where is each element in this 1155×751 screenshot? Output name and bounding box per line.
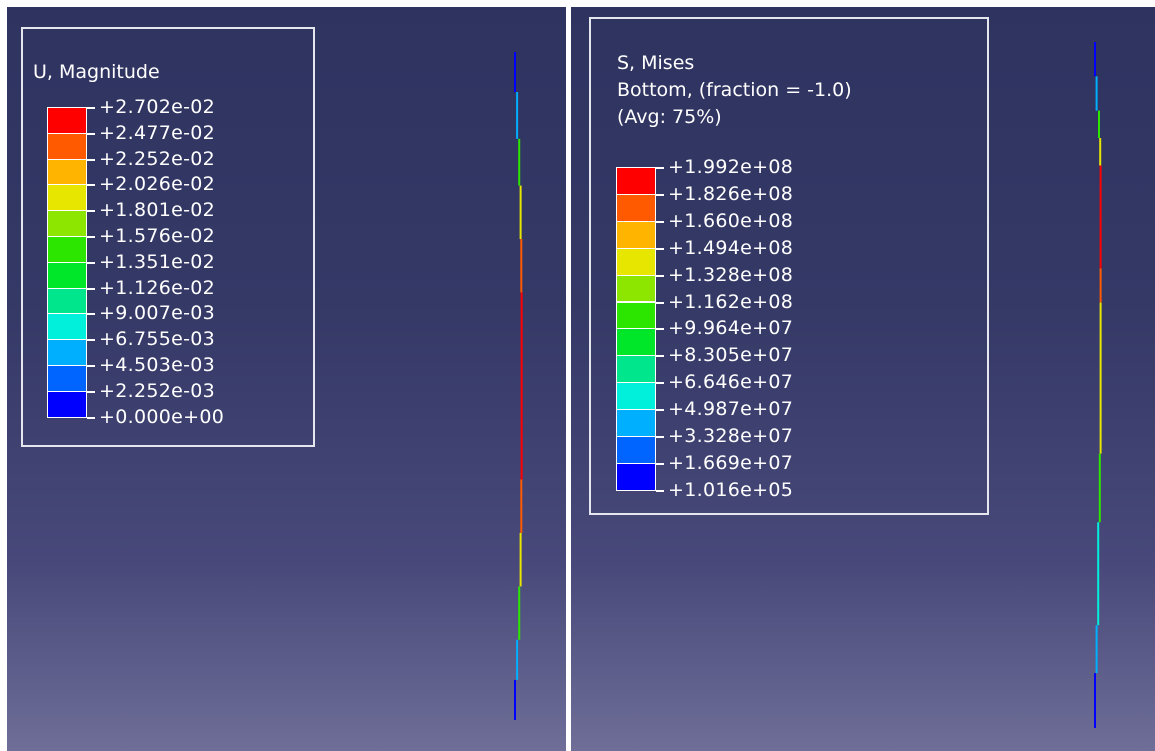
legend-tick-label: +8.305e+07	[668, 344, 794, 367]
legend-tick	[656, 274, 664, 277]
legend-tick	[87, 107, 95, 109]
deformed-beam	[1094, 42, 1102, 728]
legend-tick	[87, 236, 95, 238]
legend-tick	[656, 382, 664, 385]
legend-title: U, Magnitude	[33, 59, 160, 86]
viewport-left[interactable]: U, Magnitude +2.702e-02 +2.477e-02 +2.252e…	[7, 7, 566, 751]
legend-swatch	[47, 132, 87, 160]
legend-tick	[87, 313, 95, 316]
legend-tick-label: +2.477e-02	[99, 121, 216, 144]
legend-tick-label: +0.000e+00	[99, 405, 225, 428]
legend-tick-label: +2.252e-02	[99, 147, 216, 170]
legend-tick-label: +1.328e+08	[668, 263, 794, 286]
viewport-right[interactable]: S, Mises Bottom, (fraction = -1.0) (Avg:…	[571, 7, 1155, 751]
legend-tick-label: +1.801e-02	[99, 199, 216, 222]
legend-tick	[656, 167, 664, 169]
legend-tick-label: +1.669e+07	[668, 451, 794, 474]
legend-swatch	[47, 287, 87, 315]
legend-tick-label: +6.755e-03	[99, 328, 216, 351]
legend-tick-label: +1.162e+08	[668, 290, 794, 313]
legend-tick	[87, 261, 95, 264]
legend-title-line: (Avg: 75%)	[617, 106, 722, 128]
legend-tick	[656, 489, 664, 492]
deformed-beam	[514, 52, 523, 720]
legend-box	[589, 17, 989, 515]
legend-tick-label: +2.702e-02	[99, 96, 216, 118]
legend-tick-label: +9.007e-03	[99, 302, 216, 325]
legend-swatch	[47, 210, 87, 237]
legend-tick-label: +1.016e+05	[668, 478, 794, 501]
legend-tick	[656, 436, 664, 438]
legend-swatch	[616, 355, 656, 384]
legend-tick-label: +1.126e-02	[99, 276, 216, 299]
legend-tick	[87, 184, 95, 187]
legend-tick-label: +4.503e-03	[99, 354, 216, 376]
legend-swatch	[47, 184, 87, 212]
legend-tick	[656, 301, 664, 304]
legend-swatch	[47, 313, 87, 341]
legend-tick-label: +6.646e+07	[668, 371, 794, 394]
legend-tick-label: +4.987e+07	[668, 398, 794, 421]
legend-swatch	[616, 462, 656, 491]
legend-tick	[656, 355, 664, 358]
legend-tick-label: +1.660e+08	[668, 209, 794, 232]
legend-tick	[87, 390, 95, 393]
legend-swatch	[616, 220, 656, 249]
legend-tick	[87, 210, 95, 213]
legend-tick-label: +1.992e+08	[668, 156, 794, 178]
legend-tick	[656, 328, 664, 331]
legend-tick	[87, 287, 95, 290]
legend-box	[21, 27, 315, 447]
legend-tick-label: +2.252e-03	[99, 379, 216, 402]
legend-swatch	[616, 247, 656, 276]
legend-tick-label: +1.826e+08	[668, 182, 794, 205]
legend-swatch	[47, 339, 87, 366]
legend-swatch	[616, 274, 656, 303]
legend-tick-label: +1.351e-02	[99, 250, 216, 273]
legend-swatch	[616, 328, 656, 357]
legend-swatch	[616, 167, 656, 195]
legend-swatch	[616, 409, 656, 437]
legend-title: S, Mises Bottom, (fraction = -1.0) (Avg:…	[617, 50, 852, 131]
legend-title-line: Bottom, (fraction = -1.0)	[617, 79, 852, 101]
legend-swatch	[616, 436, 656, 464]
legend-swatch	[47, 236, 87, 263]
legend-tick	[656, 462, 664, 465]
legend-swatch	[616, 382, 656, 411]
legend-tick	[87, 158, 95, 161]
legend-swatch	[47, 107, 87, 134]
legend-tick	[87, 132, 95, 135]
legend-tick-label: +1.494e+08	[668, 236, 794, 259]
legend-tick	[87, 339, 95, 342]
legend-title-line: S, Mises	[617, 52, 695, 74]
legend-tick-label: +9.964e+07	[668, 317, 794, 340]
legend-tick	[656, 193, 664, 196]
legend-swatch	[616, 193, 656, 222]
legend-swatch	[47, 158, 87, 186]
legend-swatch	[47, 365, 87, 392]
legend-tick	[87, 416, 95, 419]
legend-tick-label: +3.328e+07	[668, 425, 794, 447]
legend-swatch	[616, 301, 656, 330]
legend-tick-label: +1.576e-02	[99, 225, 216, 247]
legend-tick	[656, 409, 664, 412]
legend-swatch	[47, 261, 87, 289]
legend-tick	[656, 220, 664, 223]
legend-tick	[656, 247, 664, 250]
legend-title-line: U, Magnitude	[33, 61, 160, 83]
legend-tick	[87, 365, 95, 367]
legend-tick-label: +2.026e-02	[99, 173, 216, 196]
legend-swatch	[47, 390, 87, 418]
